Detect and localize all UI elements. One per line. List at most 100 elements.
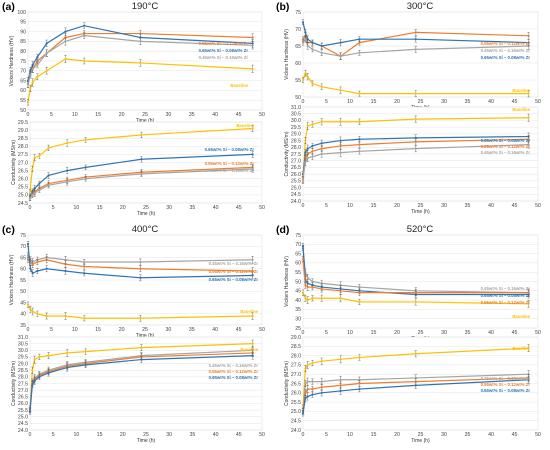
- y-tick-label: 27.0: [18, 388, 28, 394]
- x-tick-label: 10: [347, 330, 353, 336]
- data-point: [304, 38, 307, 41]
- y-tick-label: 25: [295, 326, 301, 332]
- data-point: [251, 269, 254, 273]
- y-tick-label: 60: [20, 267, 26, 273]
- data-point: [31, 263, 34, 266]
- data-point: [311, 387, 314, 391]
- data-point: [31, 67, 34, 70]
- data-point: [38, 355, 41, 359]
- chart-panel-1: 50 55 60 65 70 75 80 85 90 95 100 0 5 10 15 20 25 30 35 40 4…: [2, 1, 265, 124]
- x-tick-label: 25: [418, 99, 424, 105]
- y-tick-label: 75: [20, 233, 26, 239]
- y-tick-label: 24.0: [291, 199, 301, 205]
- panel-title: 520°C: [407, 224, 434, 235]
- data-point: [414, 147, 417, 150]
- panel-title: 400°C: [132, 224, 159, 235]
- y-tick-label: 28.0: [18, 144, 28, 150]
- data-point: [64, 57, 67, 61]
- x-tick-label: 50: [259, 327, 265, 333]
- x-tick-label: 20: [119, 112, 125, 118]
- x-tick-label: 35: [465, 330, 471, 336]
- x-tick-label: 30: [166, 205, 172, 211]
- data-point: [306, 299, 309, 302]
- data-point: [84, 350, 87, 353]
- y-tick-label: 45: [295, 289, 301, 295]
- series-0-45wt-si-0-16wt-zr: [301, 36, 530, 60]
- data-point: [251, 67, 254, 70]
- data-point: [251, 36, 254, 39]
- y-tick-label: 25.5: [18, 185, 28, 191]
- x-tick-label: 0: [29, 432, 32, 438]
- data-point: [140, 133, 143, 137]
- legend-baseline: Baseline: [512, 88, 530, 93]
- legend-baseline: Baseline: [240, 309, 258, 314]
- x-tick-label: 20: [394, 330, 400, 336]
- legend-0-55wt-si-0-12wt-zr: 0.55wt% Si – 0.12wt% Zr: [209, 269, 259, 274]
- data-point: [339, 41, 342, 44]
- data-point: [83, 24, 86, 27]
- data-point: [320, 85, 323, 88]
- legend-baseline: Baseline: [512, 346, 530, 351]
- data-point: [311, 393, 314, 396]
- data-point: [301, 41, 305, 44]
- data-point: [304, 391, 307, 394]
- x-tick-label: 25: [418, 432, 424, 438]
- data-point: [33, 192, 36, 195]
- y-tick-label: 26.0: [18, 401, 28, 407]
- y-tick-label: 30.5: [291, 112, 301, 118]
- data-point: [306, 395, 309, 398]
- x-tick-label: 30: [441, 330, 447, 336]
- data-point: [414, 31, 417, 34]
- x-tick-label: 40: [488, 99, 494, 105]
- data-point: [414, 300, 417, 304]
- x-tick-label: 30: [441, 432, 447, 438]
- data-point: [311, 280, 314, 283]
- data-point: [527, 291, 530, 294]
- data-point: [84, 363, 87, 366]
- y-tick-label: 40: [295, 298, 301, 304]
- data-point: [339, 144, 342, 148]
- y-tick-label: 30.0: [291, 118, 301, 124]
- y-tick-label: 29.0: [291, 335, 301, 341]
- data-point: [251, 167, 254, 171]
- data-point: [304, 139, 307, 142]
- data-point: [304, 367, 307, 370]
- data-point: [306, 156, 309, 160]
- x-axis-label: Time (h): [137, 211, 156, 217]
- series-baseline: [301, 344, 530, 411]
- y-tick-label: 26.5: [18, 168, 28, 174]
- data-point: [251, 314, 254, 318]
- data-point: [66, 366, 69, 369]
- x-tick-label: 15: [371, 99, 377, 105]
- data-point: [320, 51, 323, 54]
- data-point: [29, 267, 32, 270]
- panel-label: (b): [276, 1, 289, 13]
- y-tick-label: 24.5: [291, 192, 301, 198]
- x-tick-label: 35: [465, 432, 471, 438]
- legend-0-55wt-si-0-12wt-zr: 0.55wt% Si – 0.12wt% Zr: [481, 41, 531, 46]
- data-point: [339, 139, 342, 142]
- x-tick-label: 45: [512, 99, 518, 105]
- y-tick-label: 27.5: [18, 152, 28, 158]
- x-tick-label: 10: [74, 205, 80, 211]
- x-tick-label: 15: [371, 432, 377, 438]
- y-tick-label: 60: [295, 261, 301, 267]
- data-point: [320, 44, 323, 48]
- y-tick-label: 50: [20, 289, 26, 295]
- legend-0-55wt-si-0-12wt-zr: 0.55wt% Si – 0.12wt% Zr: [481, 382, 531, 387]
- series-0-45wt-si-0-16wt-zr: [26, 32, 254, 88]
- data-point: [304, 151, 307, 154]
- x-tick-label: 5: [325, 330, 328, 336]
- data-point: [311, 297, 314, 300]
- x-tick-label: 45: [236, 327, 242, 333]
- x-tick-label: 15: [371, 203, 377, 209]
- y-tick-label: 80: [20, 49, 26, 55]
- chart-panel-4: 24.024.525.025.526.026.527.027.528.028.5…: [284, 105, 541, 215]
- legend-0-45wt-si-0-16wt-zr: 0.45wt% Si – 0.16wt% Zr: [209, 363, 259, 368]
- data-point: [139, 40, 142, 43]
- data-point: [26, 303, 30, 306]
- y-tick-label: 29.0: [291, 132, 301, 138]
- x-tick-label: 35: [465, 203, 471, 209]
- data-point: [339, 89, 342, 92]
